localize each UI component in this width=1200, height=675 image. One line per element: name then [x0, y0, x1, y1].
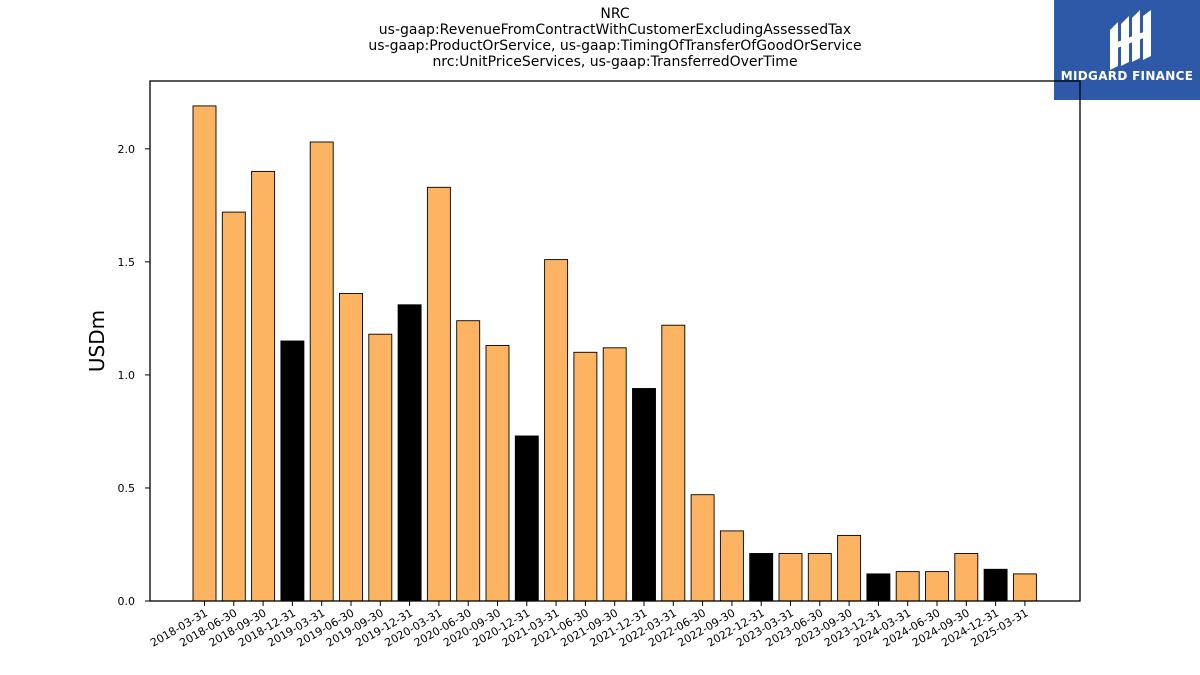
y-tick-label: 2.0	[118, 143, 136, 156]
y-axis-ticks: 0.0 0.5 1.0 1.5 2.0	[118, 143, 150, 608]
bar-2021-09-30	[602, 347, 627, 602]
bar-2020-09-30	[485, 345, 510, 602]
y-tick-label: 0.5	[118, 482, 136, 495]
bar-2018-09-30	[251, 170, 276, 602]
bar-2024-06-30	[925, 571, 949, 602]
bar-2020-12-31	[514, 435, 539, 602]
bar-2021-12-31	[632, 388, 656, 602]
title-line-1: NRC	[600, 6, 630, 22]
bar-2025-03-31	[1012, 573, 1037, 602]
bar-2022-12-31	[749, 553, 774, 602]
bars-group	[192, 105, 1037, 602]
y-tick-label: 1.5	[118, 256, 136, 269]
x-axis-ticks: 2018-03-312018-06-302018-09-302018-12-31…	[148, 601, 1030, 650]
bar-2024-03-31	[895, 571, 920, 602]
bar-2018-03-31	[192, 105, 217, 602]
bar-2024-09-30	[954, 553, 979, 602]
bar-2024-12-31	[983, 568, 1008, 602]
bar-2020-03-31	[426, 186, 451, 602]
bar-2021-03-31	[544, 259, 569, 602]
plot-frame	[149, 80, 1081, 602]
bar-2023-03-31	[778, 553, 803, 602]
title-line-4: nrc:UnitPriceServices, us-gaap:Transferr…	[432, 54, 798, 70]
title-line-3: us-gaap:ProductOrService, us-gaap:Timing…	[368, 38, 862, 54]
y-tick-label: 0.0	[118, 595, 136, 608]
y-tick-label: 1.0	[118, 369, 136, 382]
bar-2018-06-30	[221, 211, 246, 602]
logo-text: MIDGARD FINANCE	[1060, 69, 1194, 83]
chart-title: NRC us-gaap:RevenueFromContractWithCusto…	[150, 6, 1080, 70]
bar-2023-09-30	[837, 534, 862, 602]
bar-2023-12-31	[866, 573, 891, 602]
y-axis-label: USDm	[85, 310, 109, 372]
midgard-finance-logo: MIDGARD FINANCE	[1054, 0, 1200, 100]
bar-2020-06-30	[456, 320, 481, 602]
bar-2022-03-31	[661, 324, 686, 602]
bar-2019-12-31	[397, 304, 422, 602]
bar-2022-09-30	[719, 530, 744, 602]
title-line-2: us-gaap:RevenueFromContractWithCustomerE…	[378, 22, 852, 38]
bar-2019-09-30	[368, 333, 393, 602]
midgard-logo-icon	[1110, 10, 1151, 70]
bar-2023-06-30	[807, 553, 832, 602]
bar-2018-12-31	[280, 340, 305, 602]
bar-2019-03-31	[309, 141, 334, 602]
bar-2022-06-30	[690, 494, 715, 602]
bar-2021-06-30	[573, 351, 598, 602]
bar-2019-06-30	[339, 293, 363, 602]
